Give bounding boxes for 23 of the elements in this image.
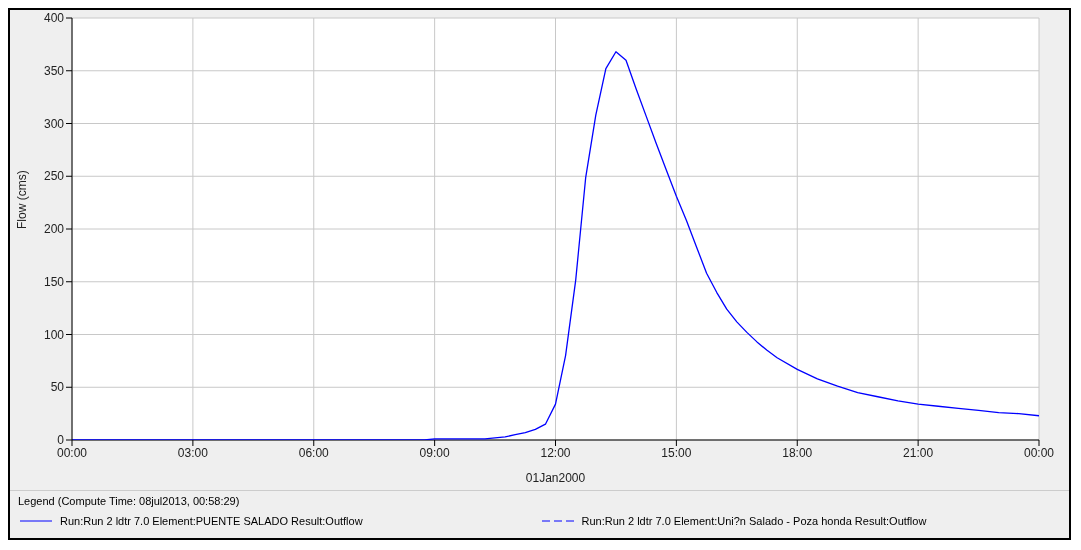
x-tick-label: 03:00 [177,445,209,460]
legend-label: Run:Run 2 ldtr 7.0 Element:PUENTE SALADO Result:Outflow [60,515,363,527]
y-tick-label: 200 [43,222,65,236]
legend-title: Legend (Compute Time: 08jul2013, 00:58:29) [18,495,241,507]
x-axis-title: 01Jan2000 [525,471,586,485]
x-tick-label: 09:00 [419,445,450,460]
x-tick-label: 00:00 [1023,445,1055,460]
x-tick-label: 15:00 [661,445,692,460]
x-tick-label: 06:00 [298,445,330,460]
x-tick-label: 18:00 [782,445,813,460]
x-tick-label: 00:00 [56,445,88,460]
y-tick-label: 100 [43,327,65,342]
x-tick-label: 21:00 [903,445,934,460]
y-tick-label: 250 [43,169,65,184]
legend-label: Run:Run 2 ldtr 7.0 Element:Uni?n Salado - Poza honda Result:Outflow [581,515,927,527]
y-tick-label: 50 [50,380,65,395]
x-tick-label: 12:00 [540,445,571,460]
y-tick-label: 400 [43,11,65,25]
y-tick-label: 350 [43,63,65,78]
y-tick-label: 150 [43,274,65,289]
y-tick-label: 0 [57,433,65,447]
y-tick-label: 300 [43,116,65,131]
y-axis-title: Flow (cms) [15,170,30,229]
